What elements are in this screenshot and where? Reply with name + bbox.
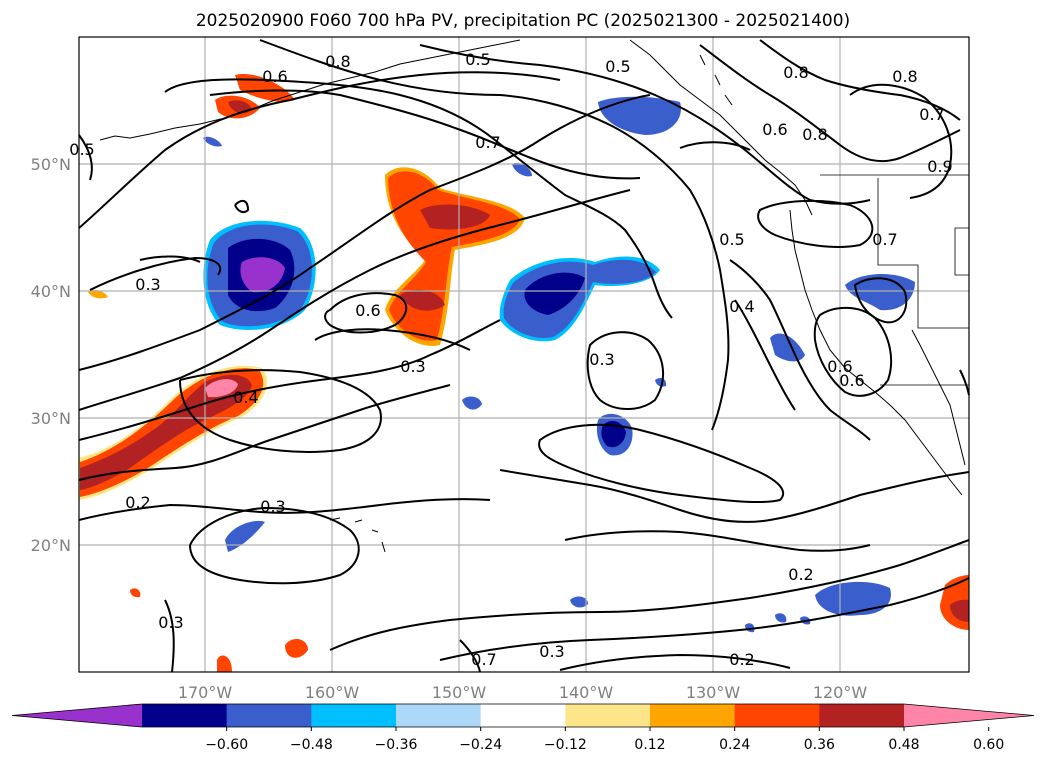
precip-negative-region xyxy=(598,96,681,135)
precip-negative-region xyxy=(775,613,787,623)
lon-label: 140°W xyxy=(559,683,614,702)
precip-positive-region xyxy=(420,204,490,230)
colorbar: −0.60 −0.48 −0.36 −0.24 −0.12 0.12 0.24 0.36 0.4… xyxy=(11,703,1035,753)
contour-label: 0.7 xyxy=(475,133,500,152)
precipitation-fill xyxy=(79,74,969,672)
colorbar-cell xyxy=(650,704,736,727)
lon-label: 160°W xyxy=(305,683,360,702)
contour-label: 0.7 xyxy=(471,650,496,669)
colorbar-tick-label: 0.12 xyxy=(634,737,665,753)
contour-label: 0.5 xyxy=(605,57,630,76)
precip-positive-region xyxy=(217,655,232,672)
colorbar-tick-label: 0.60 xyxy=(973,737,1004,753)
contour-labels: 0.6 0.8 0.5 0.5 0.8 0.8 0.7 0.6 0.8 0.7 … xyxy=(69,50,952,669)
contour-label: 0.5 xyxy=(719,230,744,249)
coastlines xyxy=(99,39,966,553)
colorbar-cell xyxy=(734,704,820,727)
contour-label: 0.8 xyxy=(325,52,350,71)
contour-label: 0.5 xyxy=(465,50,490,69)
precip-negative-region xyxy=(770,333,805,362)
colorbar-tick-label: 0.36 xyxy=(804,737,835,753)
precip-negative-region xyxy=(225,520,265,552)
lon-label: 130°W xyxy=(686,683,741,702)
contour-label: 0.3 xyxy=(260,497,285,516)
lon-label: 170°W xyxy=(178,683,233,702)
lat-label: 20°N xyxy=(31,536,71,555)
precip-negative-region xyxy=(462,396,482,410)
precip-negative-region xyxy=(240,257,285,293)
lon-label: 120°W xyxy=(813,683,868,702)
precip-positive-region xyxy=(88,289,108,299)
precip-negative-region xyxy=(203,136,222,147)
contour-label: 0.8 xyxy=(892,67,917,86)
pv-contours xyxy=(78,39,970,673)
contour-label: 0.5 xyxy=(69,140,94,159)
contour-label: 0.3 xyxy=(135,275,160,294)
contour-label: 0.3 xyxy=(158,613,183,632)
map-frame xyxy=(78,36,970,673)
colorbar-cell xyxy=(480,704,566,727)
precip-negative-region xyxy=(601,420,626,448)
contour-label: 0.7 xyxy=(872,230,897,249)
colorbar-cell xyxy=(565,704,651,727)
map-panel: 0.6 0.8 0.5 0.5 0.8 0.8 0.7 0.6 0.8 0.7 … xyxy=(69,36,970,673)
colorbar-tick-label: −0.36 xyxy=(375,737,418,753)
contour-label: 0.7 xyxy=(919,105,944,124)
contour-label: 0.8 xyxy=(802,125,827,144)
contour-label: 0.6 xyxy=(762,120,787,139)
precip-positive-region xyxy=(80,374,252,490)
precip-positive-region xyxy=(400,289,445,311)
colorbar-cell xyxy=(142,704,228,727)
precip-negative-region xyxy=(512,162,532,177)
latitude-labels: 50°N 40°N 30°N 20°N xyxy=(31,155,71,555)
colorbar-extend-max xyxy=(904,704,1034,727)
precip-negative-region xyxy=(524,272,585,315)
precip-positive-region xyxy=(285,638,308,658)
precip-positive-region xyxy=(228,100,252,114)
colorbar-cell xyxy=(396,704,482,727)
precip-positive-region xyxy=(130,588,141,598)
colorbar-cell xyxy=(819,704,905,727)
colorbar-tick-label: −0.60 xyxy=(205,737,248,753)
lat-label: 50°N xyxy=(31,155,71,174)
precip-negative-region xyxy=(570,596,588,608)
colorbar-tick-label: −0.24 xyxy=(459,737,502,753)
colorbar-cell xyxy=(311,704,397,727)
contour-label: 0.3 xyxy=(539,642,564,661)
colorbar-outline xyxy=(11,703,1035,728)
colorbar-tick-label: 0.24 xyxy=(719,737,750,753)
colorbar-tick-label: −0.12 xyxy=(544,737,587,753)
colorbar-tick-label: −0.48 xyxy=(290,737,333,753)
contour-label: 0.3 xyxy=(589,350,614,369)
colorbar-extend-min xyxy=(12,704,142,727)
contour-label: 0.8 xyxy=(783,63,808,82)
colorbar-tick-label: 0.48 xyxy=(888,737,919,753)
contour-label: 0.6 xyxy=(839,371,864,390)
colorbar-cell xyxy=(226,704,312,727)
precip-positive-region xyxy=(205,379,238,398)
contour-label: 0.2 xyxy=(125,493,150,512)
lat-label: 40°N xyxy=(31,282,71,301)
precip-positive-region xyxy=(950,599,969,622)
longitude-labels: 170°W 160°W 150°W 140°W 130°W 120°W xyxy=(178,683,868,702)
contour-label: 0.4 xyxy=(233,388,258,407)
contour-label: 0.6 xyxy=(827,357,852,376)
contour-label: 0.2 xyxy=(788,565,813,584)
lat-label: 30°N xyxy=(31,409,71,428)
contour-label: 0.6 xyxy=(262,67,287,86)
contour-label: 0.3 xyxy=(400,357,425,376)
precip-positive-region xyxy=(235,74,295,102)
precip-negative-region xyxy=(815,581,891,616)
chart-title: 2025020900 F060 700 hPa PV, precipitatio… xyxy=(196,11,850,31)
contour-label: 0.9 xyxy=(927,157,952,176)
lon-label: 150°W xyxy=(432,683,487,702)
contour-label: 0.6 xyxy=(355,301,380,320)
contour-label: 0.2 xyxy=(729,650,754,669)
contour-label: 0.4 xyxy=(729,297,754,316)
